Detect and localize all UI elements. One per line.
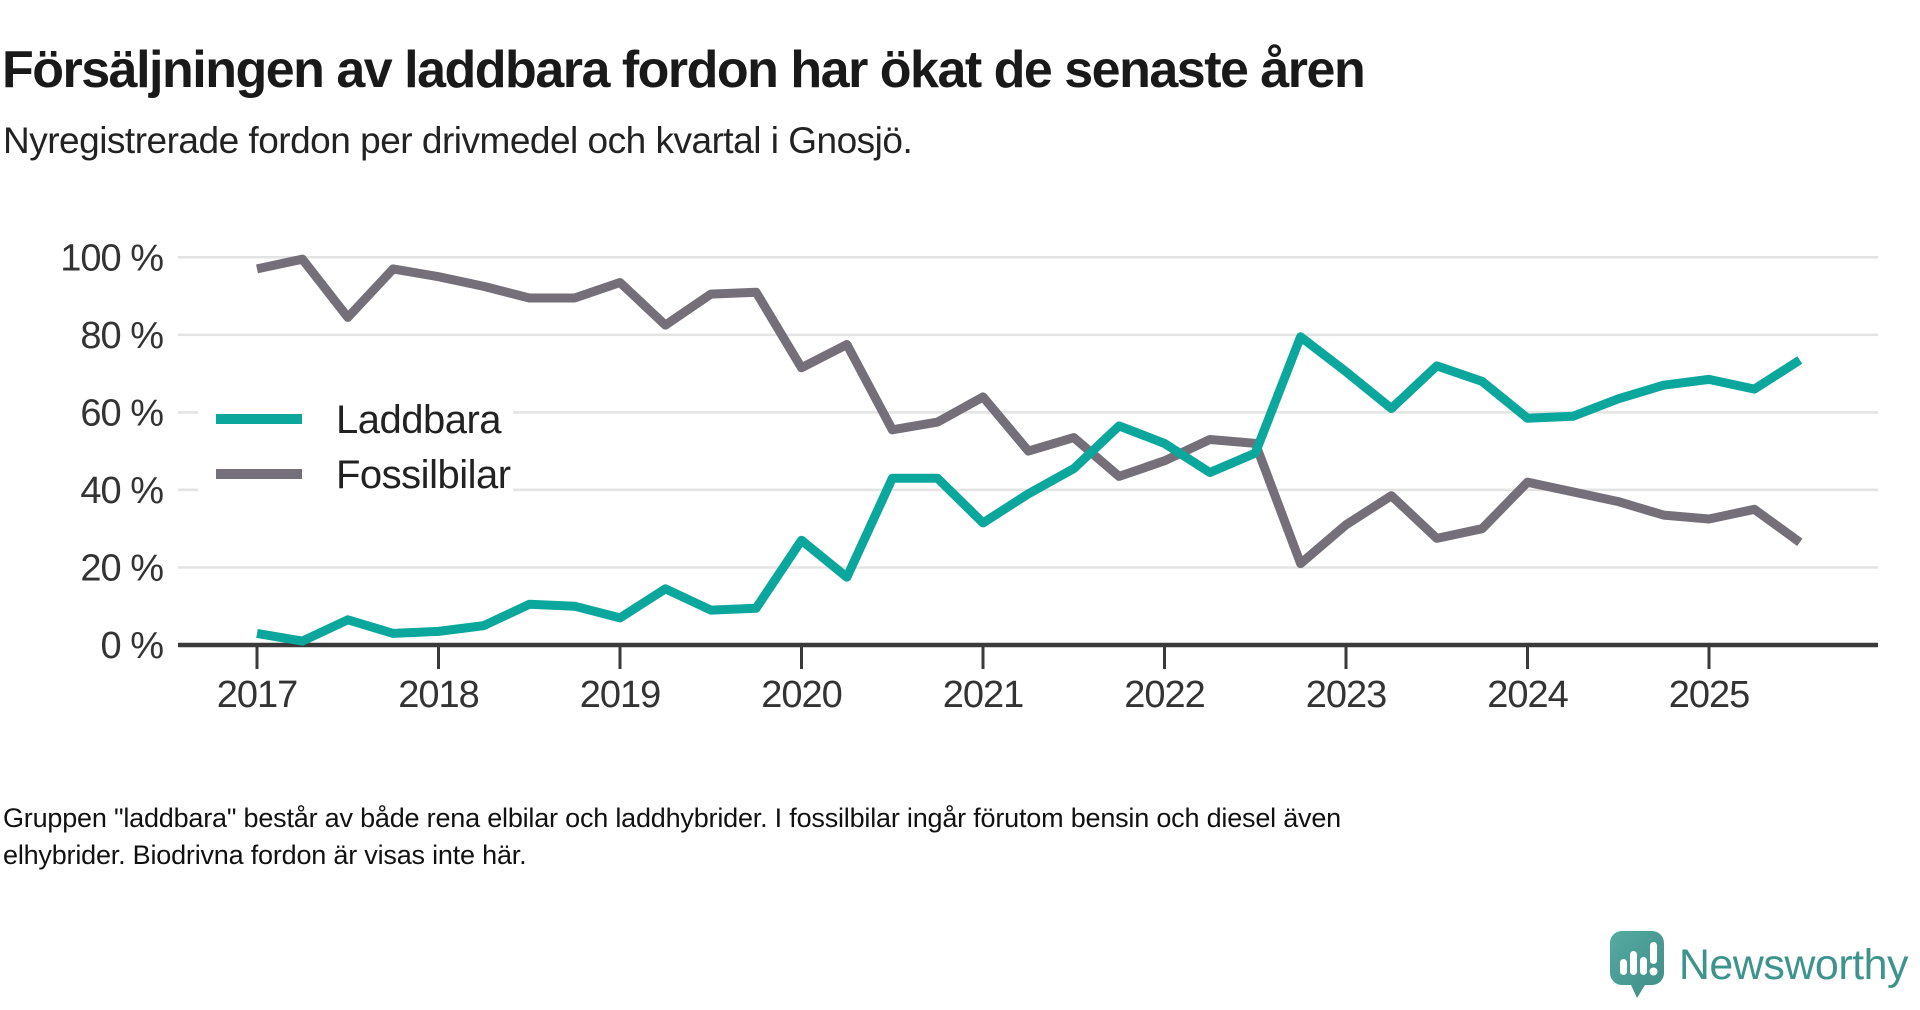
x-axis-label: 2017	[217, 674, 298, 716]
x-axis-label: 2025	[1669, 674, 1750, 716]
y-axis-label: 20 %	[80, 547, 163, 589]
newsworthy-logo[interactable]: Newsworthy	[1609, 930, 1909, 1000]
chart-title: Försäljningen av laddbara fordon har öka…	[2, 40, 1366, 99]
y-axis-label: 60 %	[80, 392, 163, 434]
y-axis-label: 100 %	[60, 237, 163, 279]
legend-background	[198, 392, 513, 500]
footnote-line-1: Gruppen "laddbara" består av både rena e…	[3, 803, 1341, 833]
series-line-fossilbilar	[256, 254, 1803, 569]
x-axis-label: 2021	[943, 674, 1024, 716]
x-axis-label: 2023	[1306, 674, 1387, 716]
chart-footnote: Gruppen "laddbara" består av både rena e…	[3, 800, 1543, 874]
legend-label-fossilbilar: Fossilbilar	[336, 453, 511, 497]
newsworthy-logo-text: Newsworthy	[1678, 940, 1909, 989]
series-line-laddbara	[256, 332, 1803, 646]
x-axis-label: 2022	[1124, 674, 1205, 716]
x-axis-label: 2024	[1487, 674, 1568, 716]
x-axis-label: 2018	[398, 674, 479, 716]
x-axis-label: 2019	[580, 674, 661, 716]
chart-subtitle: Nyregistrerade fordon per drivmedel och …	[3, 120, 913, 161]
legend-label-laddbara: Laddbara	[336, 398, 502, 442]
newsworthy-logo-icon	[1609, 931, 1664, 998]
footnote-line-2: elhybrider. Biodrivna fordon är visas in…	[3, 840, 527, 870]
y-axis-label: 80 %	[80, 315, 163, 357]
y-axis-label: 0 %	[101, 625, 164, 667]
x-axis-label: 2020	[761, 674, 842, 716]
y-axis-label: 40 %	[80, 470, 163, 512]
